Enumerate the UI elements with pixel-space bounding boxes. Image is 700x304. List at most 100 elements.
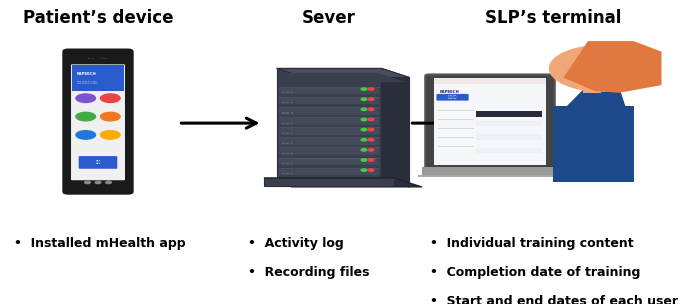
Bar (282, 143, 285, 144)
Polygon shape (276, 68, 382, 178)
FancyBboxPatch shape (63, 50, 133, 194)
Circle shape (85, 181, 90, 184)
Bar (476, 134, 542, 140)
Text: 파피치 이용하실 때 (이용하기): 파피치 이용하실 때 (이용하기) (76, 82, 97, 85)
Bar (72, 65, 124, 91)
Polygon shape (382, 68, 409, 187)
Bar (290, 92, 293, 93)
Bar (282, 163, 285, 164)
FancyBboxPatch shape (71, 64, 125, 180)
Bar (286, 143, 289, 144)
Circle shape (368, 118, 374, 121)
Circle shape (550, 46, 654, 91)
FancyBboxPatch shape (425, 74, 554, 169)
Bar (290, 143, 293, 144)
Bar (279, 158, 379, 165)
Bar (290, 102, 293, 103)
Bar (290, 112, 293, 114)
Text: •  Individual training content: • Individual training content (430, 237, 634, 250)
Circle shape (101, 94, 120, 102)
Text: SLP’s terminal: SLP’s terminal (485, 9, 621, 27)
Circle shape (368, 169, 374, 171)
Circle shape (361, 108, 367, 111)
Text: Sever: Sever (302, 9, 356, 27)
Circle shape (361, 128, 367, 131)
Bar (279, 128, 379, 135)
Text: PAPEECH: PAPEECH (76, 72, 97, 76)
Circle shape (368, 128, 374, 131)
Bar (279, 118, 379, 125)
Bar (279, 169, 379, 175)
Bar (279, 88, 379, 94)
Bar (282, 102, 285, 103)
Bar (279, 98, 379, 104)
Circle shape (76, 131, 95, 139)
Polygon shape (264, 178, 394, 186)
Circle shape (361, 149, 367, 151)
Polygon shape (564, 41, 661, 93)
Bar (583, 76, 601, 93)
Bar (476, 148, 542, 153)
Bar (421, 167, 558, 175)
Bar (286, 173, 289, 174)
Polygon shape (264, 178, 422, 187)
Bar (279, 148, 379, 155)
Bar (476, 121, 542, 126)
Circle shape (368, 108, 374, 111)
Bar (286, 153, 289, 154)
Bar (290, 133, 293, 134)
Bar (290, 123, 293, 124)
Polygon shape (284, 73, 406, 82)
Bar (286, 102, 289, 103)
Circle shape (106, 181, 111, 184)
Text: 사용자 관리: 사용자 관리 (449, 95, 456, 99)
Circle shape (368, 139, 374, 141)
Circle shape (76, 112, 95, 121)
Bar (418, 175, 561, 177)
Text: PAPEECH: PAPEECH (440, 89, 459, 94)
Circle shape (361, 118, 367, 121)
FancyBboxPatch shape (437, 94, 469, 101)
Text: •  Recording files: • Recording files (248, 266, 370, 279)
Bar (286, 112, 289, 114)
Polygon shape (564, 88, 626, 109)
Bar (279, 138, 379, 145)
Bar (279, 108, 379, 115)
Bar (290, 153, 293, 154)
Circle shape (361, 88, 367, 90)
Circle shape (101, 131, 120, 139)
FancyBboxPatch shape (78, 156, 118, 169)
Text: •  Completion date of training: • Completion date of training (430, 266, 641, 279)
Text: 나가기: 나가기 (95, 161, 101, 164)
Bar (290, 173, 293, 174)
Bar (282, 153, 285, 154)
Circle shape (368, 159, 374, 161)
Bar (476, 141, 542, 147)
Bar (290, 163, 293, 164)
Bar (282, 123, 285, 124)
Polygon shape (553, 106, 634, 182)
Text: • • •          • • •: • • • • • • (88, 57, 108, 61)
Bar (286, 92, 289, 93)
Circle shape (368, 88, 374, 90)
Bar (282, 92, 285, 93)
Circle shape (361, 139, 367, 141)
Bar (282, 112, 285, 114)
Bar (434, 84, 545, 165)
Bar (476, 128, 542, 133)
Bar (286, 123, 289, 124)
Bar (286, 163, 289, 164)
Circle shape (95, 181, 101, 184)
Bar (282, 173, 285, 174)
Text: •  Installed mHealth app: • Installed mHealth app (14, 237, 186, 250)
Circle shape (361, 169, 367, 171)
Circle shape (101, 112, 120, 121)
Text: Patient’s device: Patient’s device (23, 9, 174, 27)
Circle shape (76, 94, 95, 102)
Bar (434, 78, 545, 84)
Bar (476, 111, 542, 117)
Circle shape (361, 98, 367, 100)
Polygon shape (276, 68, 410, 78)
Text: •  Activity log: • Activity log (248, 237, 344, 250)
Circle shape (368, 98, 374, 100)
